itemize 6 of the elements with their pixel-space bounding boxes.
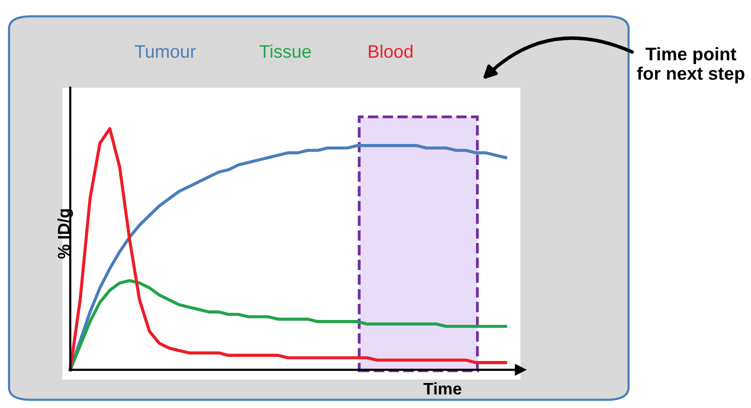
- text: Tumour: [134, 45, 196, 58]
- text: Tissue: [260, 44, 311, 58]
- text: Time point for next step: [637, 47, 744, 84]
- x-axis-title: Time: [423, 382, 462, 395]
- text: Blood: [368, 44, 412, 58]
- y-axis-title: % ID/g: [57, 209, 74, 259]
